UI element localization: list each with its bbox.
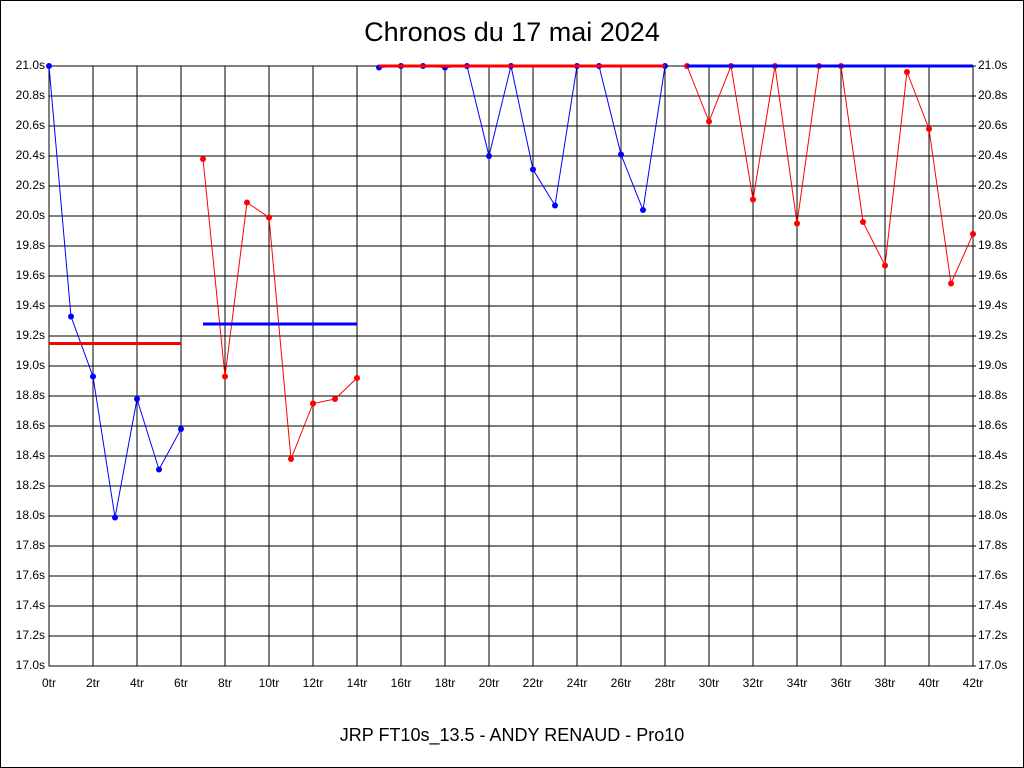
x-tick-label: 0tr [42, 676, 56, 690]
x-tick-label: 10tr [259, 676, 280, 690]
x-tick-label: 20tr [479, 676, 500, 690]
x-tick-label: 12tr [303, 676, 324, 690]
y2-tick-label: 17.0s [978, 658, 1007, 672]
x-tick-label: 22tr [523, 676, 544, 690]
y2-tick-label: 21.0s [978, 58, 1007, 72]
y-tick-label: 18.4s [16, 448, 45, 462]
point [266, 214, 272, 221]
point [530, 166, 536, 173]
y-tick-label: 19.8s [16, 238, 45, 252]
y-tick-label: 19.0s [16, 358, 45, 372]
y-tick-label: 19.4s [16, 298, 45, 312]
point [794, 220, 800, 227]
x-tick-label: 16tr [391, 676, 412, 690]
y-tick-label: 18.2s [16, 478, 45, 492]
y2-tick-label: 19.0s [978, 358, 1007, 372]
point [552, 202, 558, 209]
y2-tick-label: 20.4s [978, 148, 1007, 162]
y2-tick-label: 19.8s [978, 238, 1007, 252]
y2-tick-label: 17.6s [978, 568, 1007, 582]
y2-tick-label: 18.0s [978, 508, 1007, 522]
chart-title: Chronos du 17 mai 2024 [364, 17, 660, 47]
y-tick-label: 20.4s [16, 148, 45, 162]
x-tick-label: 38tr [875, 676, 896, 690]
y-tick-label: 20.2s [16, 178, 45, 192]
y2-tick-label: 20.0s [978, 208, 1007, 222]
y-tick-label: 18.8s [16, 388, 45, 402]
x-tick-label: 4tr [130, 676, 144, 690]
point [618, 151, 624, 158]
point [882, 262, 888, 269]
y2-tick-label: 17.8s [978, 538, 1007, 552]
point [156, 466, 162, 473]
y-tick-label: 17.2s [16, 628, 45, 642]
y2-tick-label: 20.6s [978, 118, 1007, 132]
x-axis-title: JRP FT10s_13.5 - ANDY RENAUD - Pro10 [340, 725, 684, 746]
y2-tick-label: 19.2s [978, 328, 1007, 342]
y-tick-label: 20.8s [16, 88, 45, 102]
y-tick-label: 20.6s [16, 118, 45, 132]
point [112, 514, 118, 521]
x-tick-label: 8tr [218, 676, 232, 690]
point [222, 373, 228, 380]
x-tick-label: 14tr [347, 676, 368, 690]
point [68, 313, 74, 320]
point [354, 375, 360, 381]
y-tick-label: 17.8s [16, 538, 45, 552]
x-tick-label: 26tr [611, 676, 632, 690]
point [750, 196, 756, 203]
x-tick-label: 24tr [567, 676, 588, 690]
point [926, 126, 932, 132]
point [310, 400, 316, 407]
y2-tick-label: 19.6s [978, 268, 1007, 282]
y2-tick-label: 18.2s [978, 478, 1007, 492]
y2-tick-label: 17.2s [978, 628, 1007, 642]
y-tick-label: 20.0s [16, 208, 45, 222]
y2-tick-label: 18.4s [978, 448, 1007, 462]
point [178, 426, 184, 432]
x-tick-label: 28tr [655, 676, 676, 690]
y-tick-label: 19.2s [16, 328, 45, 342]
y2-tick-label: 20.8s [978, 88, 1007, 102]
x-tick-label: 6tr [174, 676, 188, 690]
point [970, 231, 976, 237]
series-line [202, 158, 358, 460]
x-tick-label: 34tr [787, 676, 808, 690]
point [134, 396, 140, 402]
x-tick-label: 30tr [699, 676, 720, 690]
y-tick-label: 17.6s [16, 568, 45, 582]
point [90, 373, 96, 380]
x-tick-label: 40tr [919, 676, 940, 690]
point [860, 219, 866, 225]
y2-tick-label: 18.8s [978, 388, 1007, 402]
point [46, 63, 52, 69]
x-tick-label: 2tr [86, 676, 100, 690]
point [640, 207, 646, 213]
y-tick-label: 21.0s [16, 58, 45, 72]
point [288, 456, 294, 462]
x-tick-label: 18tr [435, 676, 456, 690]
y2-tick-label: 17.4s [978, 598, 1007, 612]
y-tick-label: 18.6s [16, 418, 45, 432]
point [244, 199, 250, 206]
point [332, 396, 338, 402]
point [486, 153, 492, 159]
y2-tick-label: 20.2s [978, 178, 1007, 192]
y-tick-label: 17.0s [16, 658, 45, 672]
point [904, 69, 910, 75]
y2-tick-label: 18.6s [978, 418, 1007, 432]
point [200, 156, 206, 162]
x-tick-label: 32tr [743, 676, 764, 690]
x-tick-label: 36tr [831, 676, 852, 690]
point [706, 118, 712, 125]
point [948, 280, 954, 287]
y-tick-label: 17.4s [16, 598, 45, 612]
x-tick-label: 42tr [963, 676, 984, 690]
y-tick-label: 19.6s [16, 268, 45, 282]
y2-tick-label: 19.4s [978, 298, 1007, 312]
y-tick-label: 18.0s [16, 508, 45, 522]
